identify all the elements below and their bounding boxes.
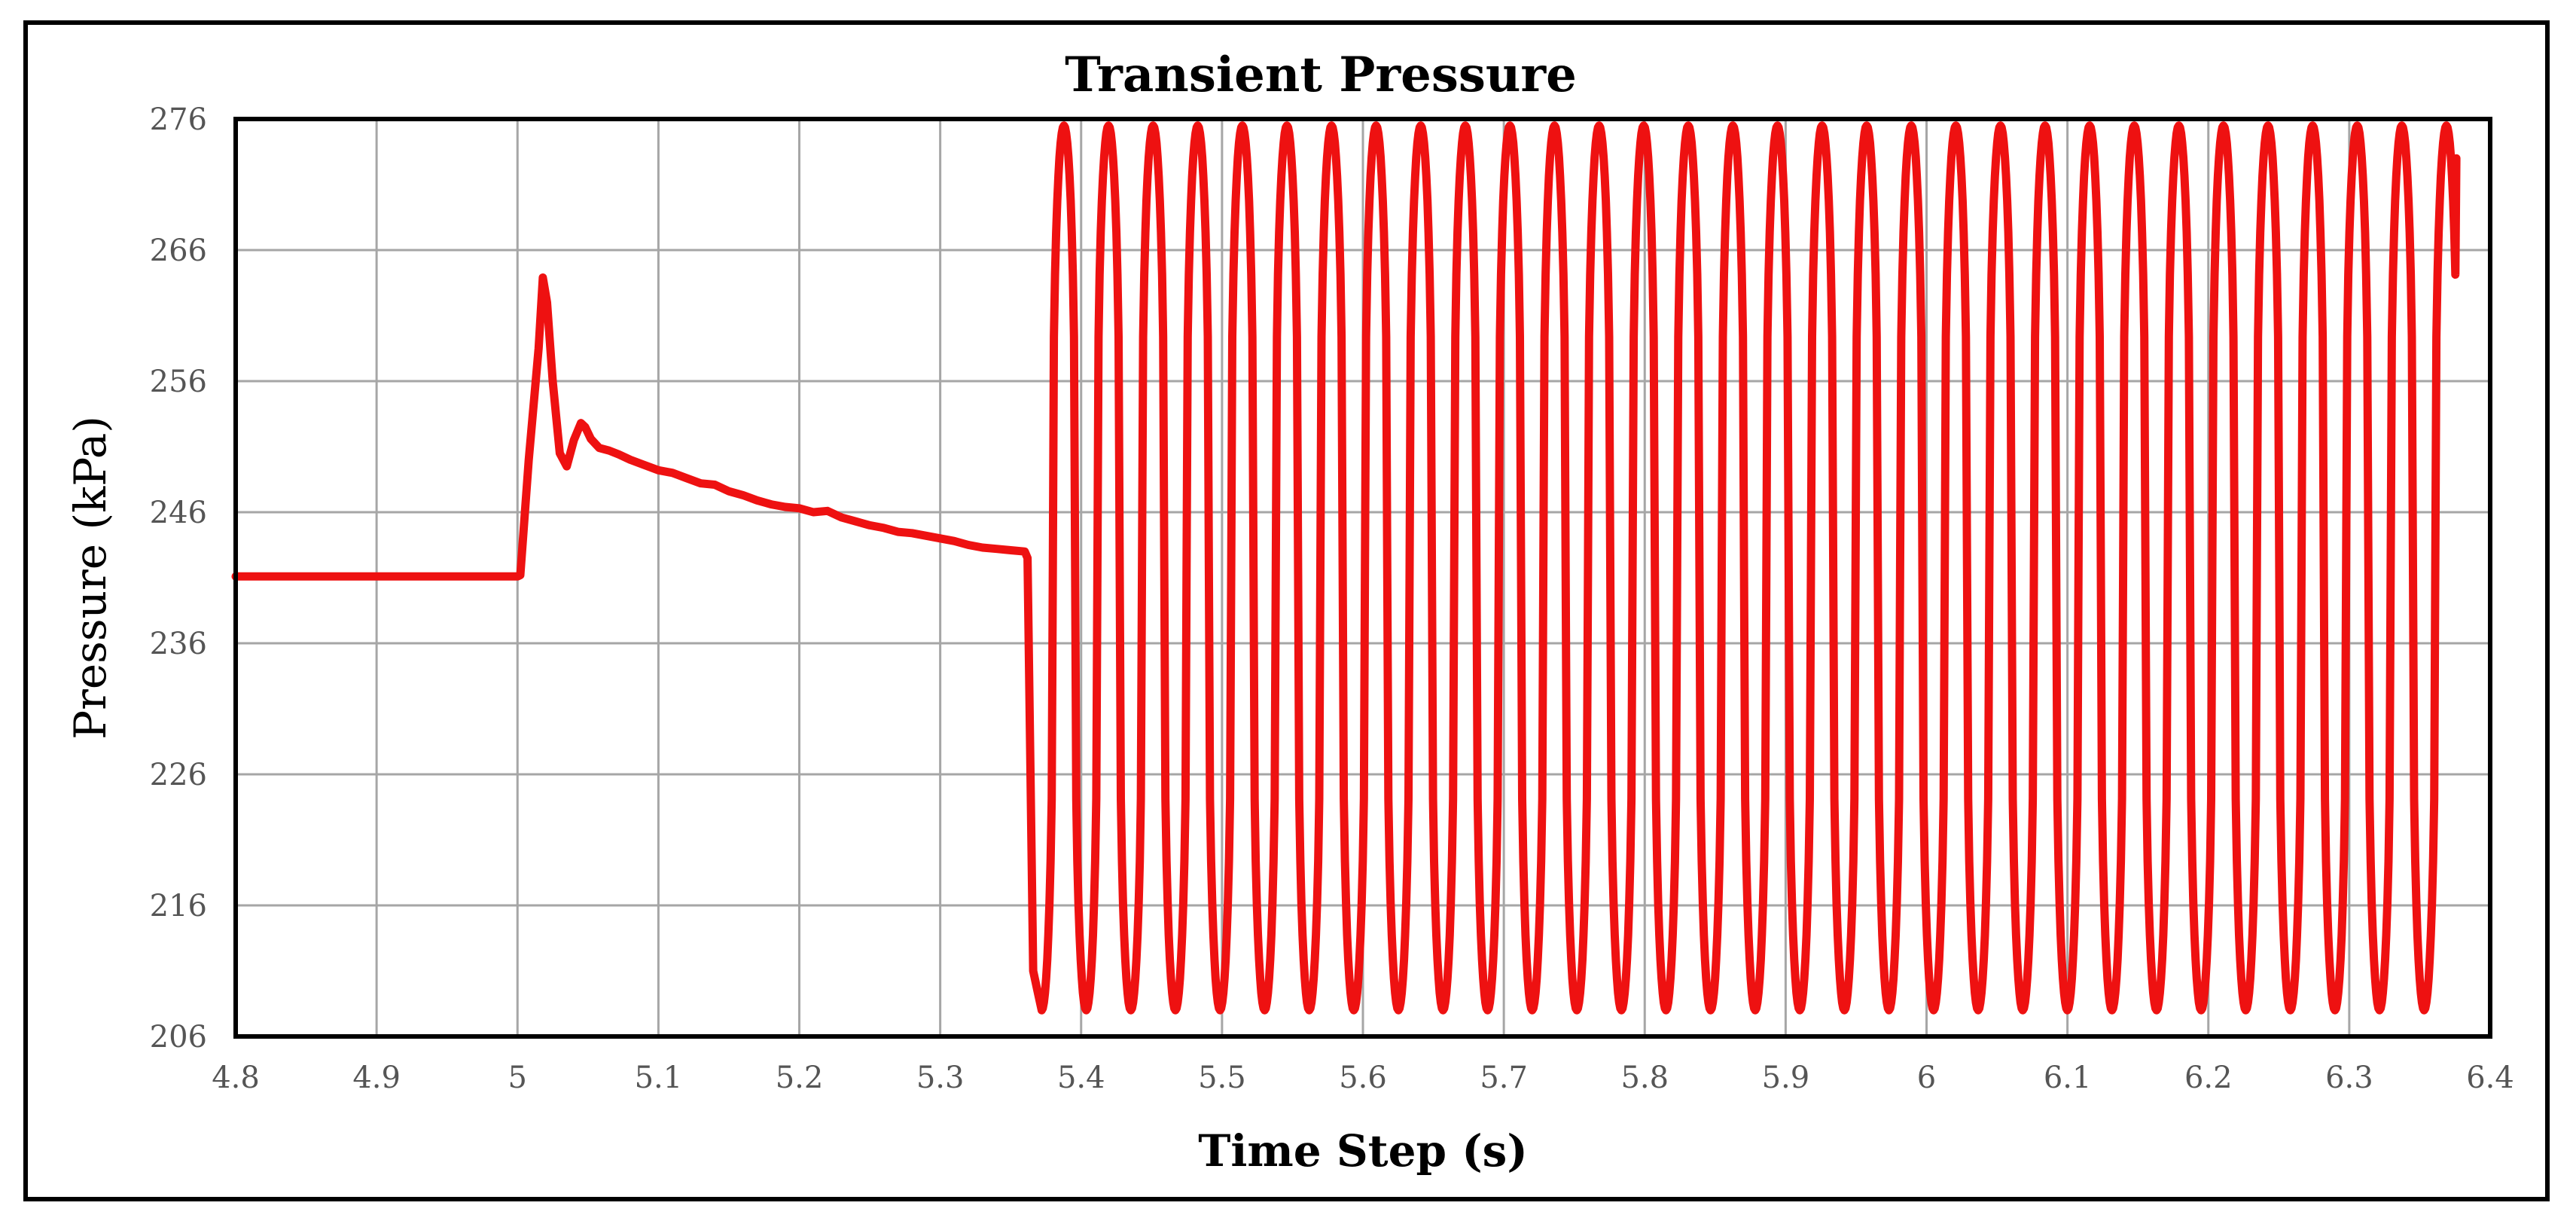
x-tick-label: 5.2 — [776, 1061, 824, 1095]
series-line-pressure — [231, 121, 2461, 1015]
x-tick-label: 6.2 — [2184, 1061, 2233, 1095]
y-axis-title: Pressure (kPa) — [65, 416, 116, 740]
y-tick-label: 206 — [150, 1020, 207, 1055]
x-tick-label: 5.3 — [916, 1061, 965, 1095]
x-tick-label: 5.7 — [1480, 1061, 1528, 1095]
x-tick-label: 4.8 — [212, 1061, 260, 1095]
y-tick-label: 256 — [150, 365, 207, 399]
y-tick-label: 236 — [150, 627, 207, 661]
y-tick-label: 216 — [150, 889, 207, 923]
x-tick-label: 5.9 — [1762, 1061, 1810, 1095]
x-axis-ticks: 4.8 4.9 5 5.1 5.2 5.3 5.4 5.5 5.6 5.7 5.8 5.9 6 6.1 6.… — [212, 1061, 2514, 1095]
y-tick-label: 226 — [150, 758, 207, 792]
x-tick-label: 5.1 — [635, 1061, 683, 1095]
y-axis-ticks: 276 266 256 246 236 226 216 206 — [150, 102, 207, 1055]
x-tick-label: 5.5 — [1198, 1061, 1246, 1095]
y-tick-label: 276 — [150, 102, 207, 137]
x-tick-label: 6.3 — [2325, 1061, 2373, 1095]
y-tick-label: 266 — [150, 234, 207, 268]
x-tick-label: 5.8 — [1620, 1061, 1669, 1095]
x-tick-label: 6.4 — [2466, 1061, 2514, 1095]
x-tick-label: 5 — [508, 1061, 527, 1095]
plot-area-border — [233, 117, 2492, 1039]
x-tick-label: 6 — [1917, 1061, 1936, 1095]
x-tick-label: 5.6 — [1339, 1061, 1387, 1095]
chart-title: Transient Pressure — [1065, 47, 1577, 103]
y-tick-label: 246 — [150, 496, 207, 530]
x-tick-label: 4.9 — [352, 1061, 401, 1095]
x-axis-title: Time Step (s) — [1198, 1125, 1528, 1177]
x-tick-label: 5.4 — [1057, 1061, 1105, 1095]
x-tick-label: 6.1 — [2044, 1061, 2092, 1095]
